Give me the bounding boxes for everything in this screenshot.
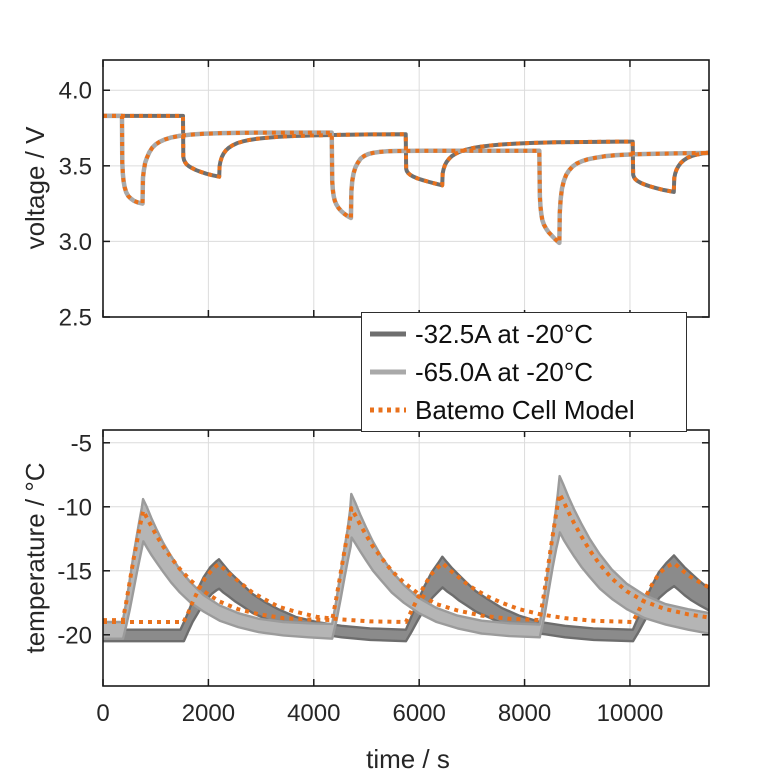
y-tick-label: -5 — [71, 430, 92, 457]
temperature-subplot: -20 -15 -10 -5 0 2000 4000 6000 8000 10000 — [57, 429, 710, 727]
x-tick-label: 8000 — [498, 700, 551, 727]
voltage-subplot: 2.5 3.0 3.5 4.0 — [59, 59, 710, 332]
plot-background — [103, 430, 709, 686]
time-axis-label: time / s — [366, 744, 450, 774]
orange-dotted-line-swatch — [370, 407, 406, 413]
x-tick-label: 4000 — [287, 700, 340, 727]
x-tick-label: 10000 — [597, 700, 664, 727]
line-series-t65_model — [103, 492, 710, 623]
line-series-v65_model — [103, 113, 710, 245]
voltage-axis-label: voltage / V — [20, 126, 50, 250]
y-tick-label: 3.0 — [59, 229, 92, 256]
legend-label: -32.5A at -20°C — [415, 319, 594, 349]
band-edge-lower-t65 — [103, 531, 710, 640]
band-series-t32 — [103, 555, 709, 642]
legend-label: Batemo Cell Model — [415, 395, 635, 425]
line-series-v32_model — [103, 113, 710, 194]
x-tick-label: 6000 — [392, 700, 445, 727]
legend-label: -65.0A at -20°C — [415, 357, 594, 387]
temperature-axis-label: temperature / °C — [20, 462, 50, 653]
legend-item-65A: -65.0A at -20°C — [369, 353, 682, 391]
band-edge-upper-t32 — [103, 554, 710, 631]
legend-item-32A: -32.5A at -20°C — [369, 315, 682, 353]
y-tick-label: 4.0 — [59, 78, 92, 105]
y-tick-label: 3.5 — [59, 153, 92, 180]
legend: -32.5A at -20°C -65.0A at -20°C Batemo C… — [361, 312, 687, 432]
y-tick-label: -20 — [57, 622, 92, 649]
legend-item-batemo-model: Batemo Cell Model — [369, 391, 682, 429]
x-tick-label: 0 — [96, 700, 109, 727]
band-edge-upper-t65 — [103, 474, 710, 626]
y-tick-label: 2.5 — [59, 305, 92, 332]
y-tick-label: -10 — [57, 494, 92, 521]
x-tick-label: 2000 — [182, 700, 235, 727]
dark-gray-line-swatch — [370, 331, 406, 337]
light-gray-line-swatch — [370, 369, 406, 375]
plot-background — [103, 60, 709, 317]
y-tick-label: -15 — [57, 558, 92, 585]
